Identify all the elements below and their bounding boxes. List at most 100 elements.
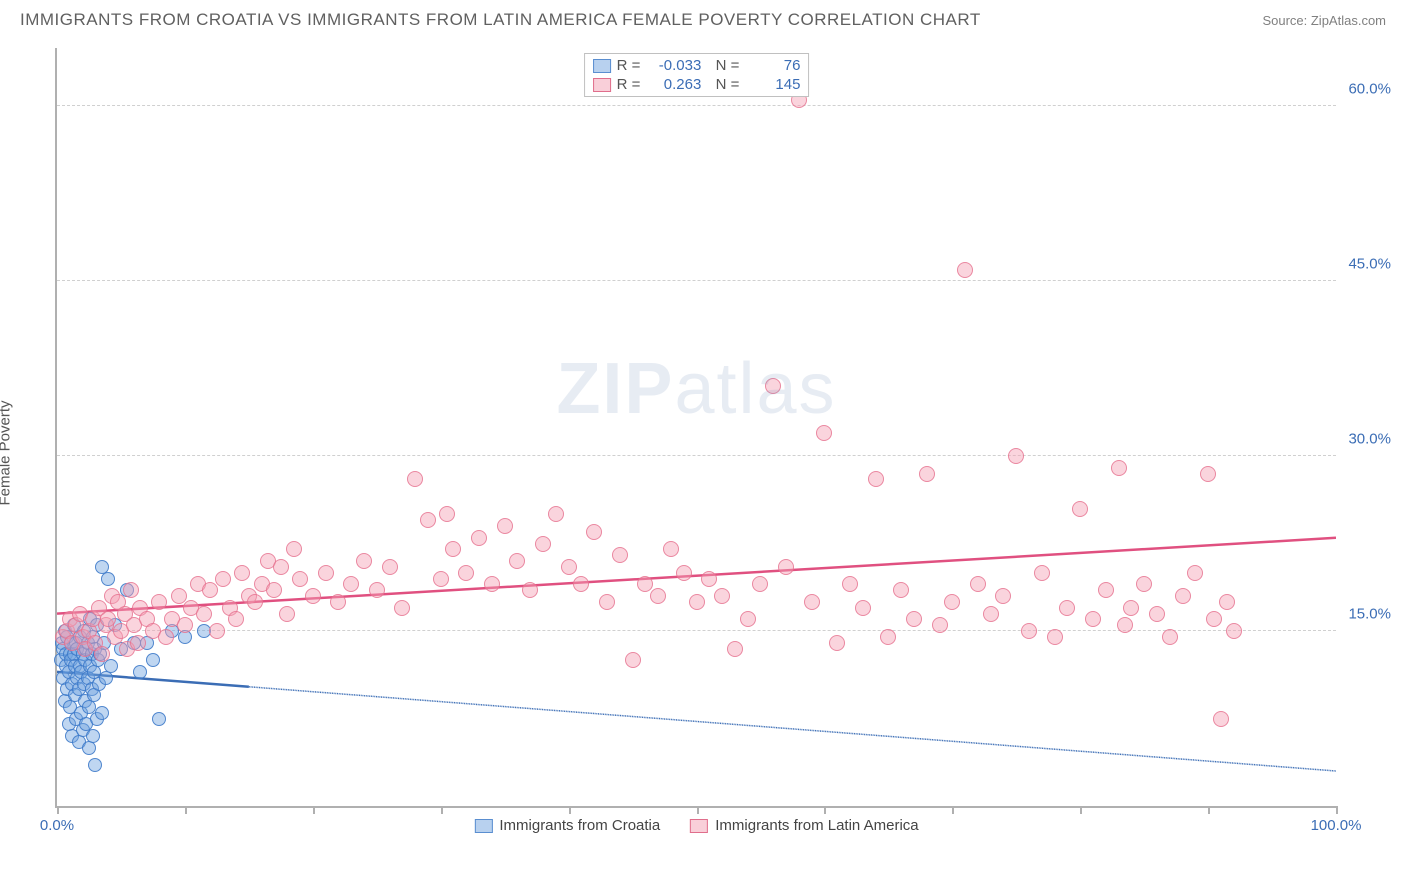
data-point (171, 588, 187, 604)
data-point (829, 635, 845, 651)
data-point (88, 758, 102, 772)
x-tick (1080, 806, 1082, 814)
data-point (407, 471, 423, 487)
data-point (1226, 623, 1242, 639)
data-point (535, 536, 551, 552)
data-point (1187, 565, 1203, 581)
watermark: ZIPatlas (556, 348, 836, 430)
n-label: N = (707, 57, 739, 74)
data-point (1123, 600, 1139, 616)
data-point (471, 530, 487, 546)
data-point (855, 600, 871, 616)
data-point (1059, 600, 1075, 616)
data-point (944, 594, 960, 610)
x-tick (824, 806, 826, 814)
data-point (714, 588, 730, 604)
y-tick-label: 45.0% (1348, 256, 1391, 273)
data-point (509, 553, 525, 569)
x-tick (313, 806, 315, 814)
data-point (177, 617, 193, 633)
y-tick-label: 30.0% (1348, 431, 1391, 448)
data-point (612, 547, 628, 563)
data-point (1219, 594, 1235, 610)
data-point (983, 606, 999, 622)
data-point (1098, 582, 1114, 598)
data-point (305, 588, 321, 604)
data-point (995, 588, 1011, 604)
data-point (932, 617, 948, 633)
data-point (286, 541, 302, 557)
data-point (868, 471, 884, 487)
data-point (196, 606, 212, 622)
x-tick (441, 806, 443, 814)
data-point (778, 559, 794, 575)
n-label: N = (707, 76, 739, 93)
data-point (625, 652, 641, 668)
x-tick (697, 806, 699, 814)
data-point (497, 518, 513, 534)
data-point (1162, 629, 1178, 645)
r-label: R = (617, 57, 641, 74)
x-tick (1208, 806, 1210, 814)
legend-swatch (593, 59, 611, 73)
source-label: Source: ZipAtlas.com (1262, 13, 1386, 28)
gridline (57, 630, 1336, 631)
data-point (752, 576, 768, 592)
data-point (1200, 466, 1216, 482)
y-tick-label: 15.0% (1348, 606, 1391, 623)
data-point (209, 623, 225, 639)
data-point (1117, 617, 1133, 633)
data-point (439, 506, 455, 522)
legend-item: Immigrants from Croatia (474, 817, 660, 834)
trend-lines (57, 48, 1336, 806)
data-point (458, 565, 474, 581)
x-tick-label: 100.0% (1311, 817, 1362, 834)
data-point (95, 706, 109, 720)
data-point (152, 712, 166, 726)
gridline (57, 105, 1336, 106)
data-point (663, 541, 679, 557)
r-value: 0.263 (646, 76, 701, 93)
data-point (234, 565, 250, 581)
plot-area: ZIPatlas R =-0.033 N =76R =0.263 N =145 … (55, 48, 1336, 808)
data-point (228, 611, 244, 627)
data-point (522, 582, 538, 598)
data-point (202, 582, 218, 598)
data-point (701, 571, 717, 587)
data-point (1206, 611, 1222, 627)
data-point (893, 582, 909, 598)
y-tick-label: 60.0% (1348, 81, 1391, 98)
data-point (906, 611, 922, 627)
data-point (247, 594, 263, 610)
data-point (158, 629, 174, 645)
watermark-light: atlas (674, 349, 836, 429)
r-label: R = (617, 76, 641, 93)
data-point (816, 425, 832, 441)
data-point (1047, 629, 1063, 645)
data-point (1136, 576, 1152, 592)
data-point (318, 565, 334, 581)
data-point (1175, 588, 1191, 604)
data-point (650, 588, 666, 604)
data-point (356, 553, 372, 569)
legend-label: Immigrants from Latin America (715, 817, 918, 834)
data-point (1111, 460, 1127, 476)
data-point (215, 571, 231, 587)
legend-swatch (474, 819, 492, 833)
legend-swatch (690, 819, 708, 833)
data-point (484, 576, 500, 592)
data-point (919, 466, 935, 482)
data-point (957, 262, 973, 278)
data-point (273, 559, 289, 575)
data-point (1034, 565, 1050, 581)
data-point (292, 571, 308, 587)
data-point (1021, 623, 1037, 639)
legend-item: Immigrants from Latin America (690, 817, 918, 834)
x-tick (1336, 806, 1338, 814)
data-point (548, 506, 564, 522)
data-point (86, 729, 100, 743)
legend-stat-row: R =0.263 N =145 (591, 75, 803, 94)
data-point (1213, 711, 1229, 727)
correlation-legend: R =-0.033 N =76R =0.263 N =145 (584, 53, 810, 97)
data-point (433, 571, 449, 587)
